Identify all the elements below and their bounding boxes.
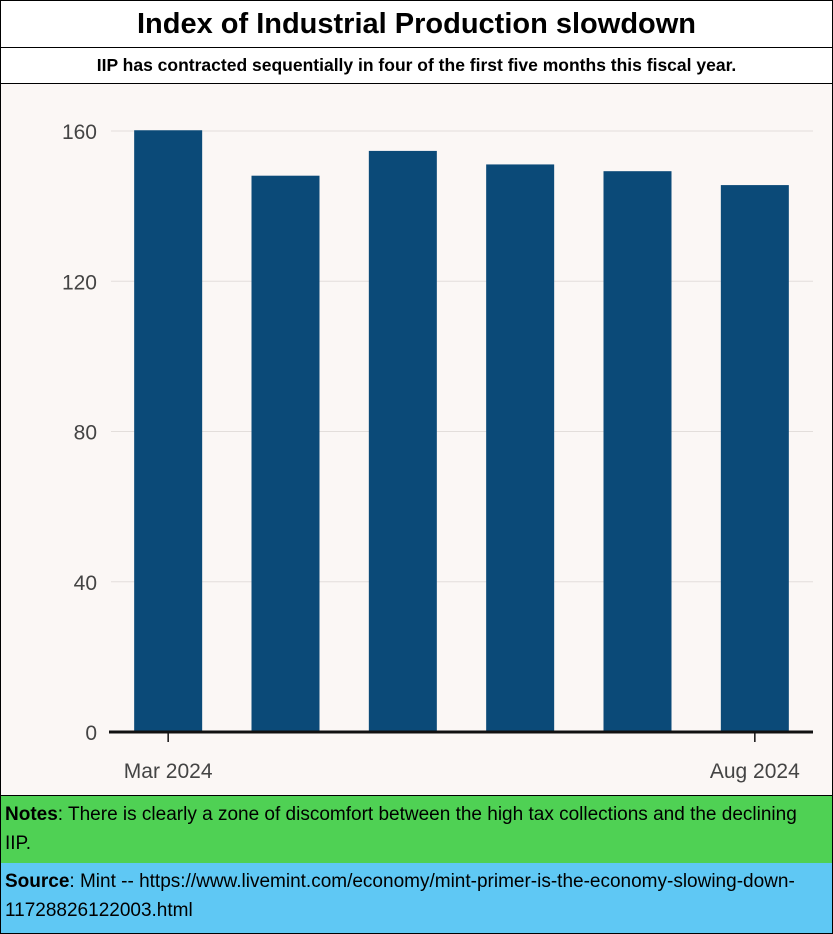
y-axis-ticks: 0 40 80 120 160	[62, 121, 97, 745]
chart-title: Index of Industrial Production slowdown	[1, 1, 832, 48]
y-tick-label-40: 40	[74, 572, 97, 595]
bar-aug-2024	[720, 185, 789, 733]
bar-jun-2024	[486, 164, 555, 732]
bars	[134, 130, 789, 733]
y-tick-label-120: 120	[62, 271, 97, 294]
grid-lines	[111, 130, 813, 583]
notes-box: Notes: There is clearly a zone of discom…	[1, 796, 832, 867]
source-label: Source	[5, 871, 70, 892]
bar-mar-2024	[134, 130, 203, 732]
x-tick-label-aug-2024: Aug 2024	[710, 760, 800, 783]
bar-chart: 0 40 80 120 160 Mar 2024 Aug 2024	[62, 121, 813, 783]
chart-subtitle: IIP has contracted sequentially in four …	[1, 48, 832, 84]
bar-jul-2024	[603, 171, 672, 732]
y-tick-label-0: 0	[85, 722, 97, 745]
notes-text: : There is clearly a zone of discomfort …	[5, 804, 797, 854]
notes-label: Notes	[5, 804, 58, 825]
source-text: : Mint -- https://www.livemint.com/econo…	[5, 871, 795, 921]
source-box: Source: Mint -- https://www.livemint.com…	[1, 863, 832, 933]
y-tick-label-160: 160	[62, 121, 97, 144]
bar-may-2024	[368, 150, 437, 732]
chart-area: 0 40 80 120 160 Mar 2024 Aug 2024	[1, 84, 832, 796]
x-tick-label-mar-2024: Mar 2024	[124, 760, 213, 783]
y-tick-label-80: 80	[74, 422, 97, 445]
x-axis-ticks: Mar 2024 Aug 2024	[124, 732, 800, 783]
bar-apr-2024	[251, 175, 320, 733]
